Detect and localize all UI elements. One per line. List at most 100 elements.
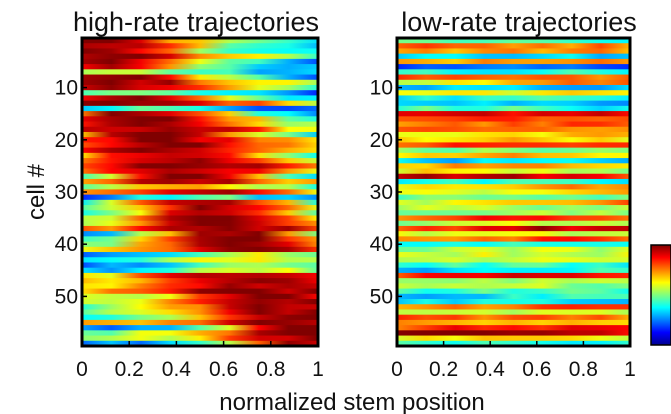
heatmap-row bbox=[82, 126, 318, 133]
heatmap-row bbox=[82, 319, 318, 326]
heatmap-row bbox=[397, 257, 630, 264]
heatmap-row bbox=[397, 205, 630, 211]
heatmap-row bbox=[397, 340, 630, 347]
y-tick-label: 40 bbox=[370, 233, 393, 256]
heatmap-row bbox=[397, 194, 630, 201]
heatmap-row bbox=[397, 168, 630, 175]
heatmap-row bbox=[82, 272, 318, 279]
x-tick-label: 1 bbox=[624, 358, 636, 381]
x-tick-label: 0.8 bbox=[569, 358, 598, 381]
y-tick-label: 10 bbox=[370, 77, 393, 100]
heatmap-row bbox=[397, 79, 630, 86]
heatmap-row bbox=[397, 304, 630, 311]
heatmap-row bbox=[397, 105, 630, 112]
heatmap-row bbox=[397, 116, 630, 123]
heatmap-row bbox=[82, 262, 318, 269]
heatmap-row bbox=[82, 299, 318, 305]
heatmap-row bbox=[397, 278, 630, 284]
heatmap-row bbox=[397, 335, 630, 342]
heatmap-row bbox=[82, 309, 318, 316]
heatmap-row bbox=[82, 220, 318, 227]
heatmap-row bbox=[397, 288, 630, 295]
heatmap-row bbox=[397, 100, 630, 107]
heatmap-row bbox=[82, 225, 318, 232]
heatmap-row bbox=[397, 293, 630, 300]
heatmap-row bbox=[82, 43, 318, 50]
heatmap-row bbox=[397, 38, 630, 44]
y-tick-label: 20 bbox=[370, 129, 393, 152]
heatmap-row bbox=[397, 69, 630, 76]
right-axis-ticks: 0 0.2 0.4 0.6 0.8 1 10 20 30 40 50 bbox=[370, 77, 636, 381]
heatmap-row bbox=[82, 335, 318, 342]
heatmap-row bbox=[82, 64, 318, 70]
heatmap-row bbox=[82, 194, 318, 201]
heatmap-row bbox=[397, 325, 630, 331]
heatmap-row bbox=[82, 184, 318, 190]
heatmap-row bbox=[397, 246, 630, 253]
x-tick-label: 0.6 bbox=[209, 358, 238, 381]
x-tick-label: 0 bbox=[76, 358, 88, 381]
heatmap-row bbox=[397, 241, 630, 248]
heatmap-row bbox=[397, 111, 630, 117]
left-heatmap bbox=[82, 38, 318, 347]
heatmap-row bbox=[82, 283, 318, 290]
heatmap-row bbox=[82, 38, 318, 44]
y-tick-label: 50 bbox=[55, 285, 78, 308]
heatmap-row bbox=[82, 100, 318, 107]
y-tick-label: 30 bbox=[370, 181, 393, 204]
heatmap-row bbox=[82, 257, 318, 264]
y-tick-label: 10 bbox=[55, 77, 78, 100]
heatmap-row bbox=[82, 231, 318, 237]
heatmap-row bbox=[397, 225, 630, 232]
heatmap-row bbox=[397, 262, 630, 269]
heatmap-row bbox=[397, 283, 630, 290]
y-axis-label: cell # bbox=[23, 163, 50, 220]
heatmap-row bbox=[397, 309, 630, 316]
heatmap-row bbox=[82, 304, 318, 311]
heatmap-row bbox=[82, 137, 318, 144]
heatmap-row bbox=[82, 79, 318, 86]
heatmap-row bbox=[397, 199, 630, 206]
colorbar bbox=[650, 244, 671, 346]
heatmap-row bbox=[82, 189, 318, 196]
heatmap-row bbox=[82, 90, 318, 97]
heatmap-row bbox=[82, 205, 318, 211]
right-panel-title: low-rate trajectories bbox=[401, 7, 637, 37]
heatmap-row bbox=[397, 137, 630, 144]
heatmap-row bbox=[82, 116, 318, 123]
x-tick-label: 0.4 bbox=[476, 358, 506, 381]
heatmap-row bbox=[397, 53, 630, 60]
heatmap-row bbox=[82, 69, 318, 76]
heatmap-row bbox=[397, 152, 630, 159]
heatmap-row bbox=[397, 299, 630, 305]
heatmap-row bbox=[82, 314, 318, 321]
heatmap-row bbox=[397, 142, 630, 149]
x-tick-label: 1 bbox=[312, 358, 324, 381]
heatmap-row bbox=[397, 158, 630, 164]
x-tick-label: 0.2 bbox=[429, 358, 458, 381]
heatmap-row bbox=[397, 147, 630, 154]
heatmap-row bbox=[82, 210, 318, 217]
heatmap-row bbox=[397, 231, 630, 237]
heatmap-row bbox=[397, 58, 630, 65]
heatmap-row bbox=[82, 173, 318, 180]
heatmap-row bbox=[397, 131, 630, 138]
x-tick-label: 0.6 bbox=[522, 358, 551, 381]
heatmap-row bbox=[82, 131, 318, 138]
heatmap-row bbox=[397, 215, 630, 222]
heatmap-row bbox=[82, 74, 318, 81]
left-axis-ticks: 0 0.2 0.4 0.6 0.8 1 10 20 30 40 50 bbox=[55, 77, 324, 381]
heatmap-row bbox=[397, 319, 630, 326]
heatmap-row bbox=[397, 184, 630, 190]
heatmap-row bbox=[82, 121, 318, 128]
heatmap-row bbox=[397, 252, 630, 258]
heatmap-row bbox=[397, 90, 630, 97]
heatmap-row bbox=[82, 111, 318, 117]
heatmap-row bbox=[82, 325, 318, 331]
heatmap-row bbox=[82, 158, 318, 164]
x-tick-label: 0.8 bbox=[256, 358, 285, 381]
heatmap-row bbox=[82, 178, 318, 185]
x-tick-label: 0.2 bbox=[115, 358, 144, 381]
heatmap-row bbox=[82, 236, 318, 243]
